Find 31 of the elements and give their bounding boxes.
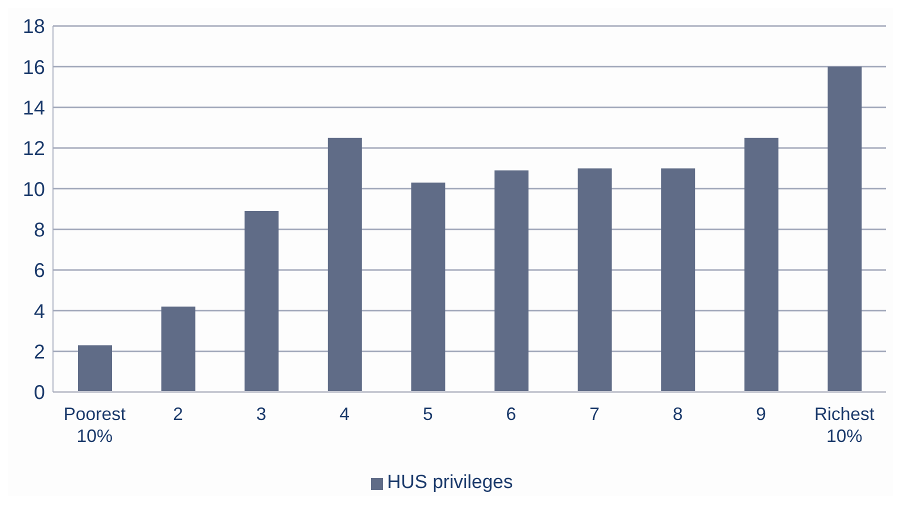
y-tick-label: 10 [22,178,45,201]
bar [828,66,862,392]
bar [328,138,362,392]
y-tick-label: 18 [22,16,45,38]
x-tick-label: 3 [256,404,266,424]
x-tick-label: 2 [172,404,183,424]
x-tick-label: 8 [672,404,683,424]
y-tick-label: 2 [34,341,45,364]
bar [744,138,778,392]
x-tick-label: 7 [589,404,600,424]
y-tick-label: 6 [34,260,45,282]
x-tick-label: 9 [756,404,766,424]
bar [161,306,196,392]
y-tick-label: 12 [22,138,45,160]
x-tick-label: Poorest 10% [64,404,126,446]
bar [244,211,279,392]
y-tick-label: 8 [34,219,45,242]
y-tick-label: 16 [22,56,45,79]
bar [661,168,696,392]
bar [494,170,528,392]
bar [411,182,446,392]
x-tick-label: 5 [422,404,433,424]
y-tick-label: 4 [34,300,45,323]
x-tick-label: Richest 10% [814,404,874,446]
legend-label: HUS privileges [387,472,513,493]
bar [78,345,112,392]
x-tick-label: 4 [340,404,350,424]
y-tick-label: 0 [34,382,45,404]
bar [578,168,612,392]
x-tick-label: 6 [506,404,516,424]
y-tick-label: 14 [22,97,45,120]
